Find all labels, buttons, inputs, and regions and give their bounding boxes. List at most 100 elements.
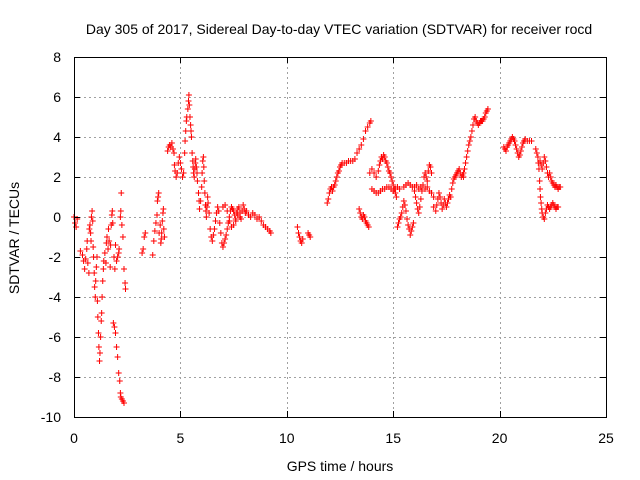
data-point [117,214,124,220]
data-point [232,216,239,222]
data-point [381,154,388,160]
data-point [114,354,121,360]
y-tick-label: -2 [49,249,62,265]
data-point [88,238,95,244]
data-point [518,144,525,150]
data-point [92,294,99,300]
data-point [333,174,340,180]
data-point [449,180,456,186]
x-axis-label: GPS time / hours [287,458,394,474]
data-point [296,234,303,240]
data-point [113,258,120,264]
data-point [112,242,119,248]
data-point [96,358,103,364]
data-point [99,294,106,300]
data-point [437,194,444,200]
data-point [543,164,550,170]
data-point [155,194,162,200]
data-point [481,114,488,120]
data-point [376,162,383,168]
y-tick-label: -10 [41,409,61,425]
data-point [96,350,103,356]
chart-title: Day 305 of 2017, Sidereal Day-to-day VTE… [86,21,592,37]
data-point [109,208,116,214]
data-point [351,156,358,162]
data-point [461,166,468,172]
x-tick-labels: 0 5 10 15 20 25 [70,430,614,446]
data-point [417,196,424,202]
data-point [169,146,176,152]
data-point [122,280,129,286]
data-point [299,236,306,242]
data-point [219,244,226,250]
data-point [511,138,518,144]
data-point [528,138,535,144]
data-point [176,154,183,160]
data-point [182,128,189,134]
data-point [106,238,113,244]
data-point [194,178,201,184]
data-point [358,142,365,148]
data-point [217,230,224,236]
x-tick-label: 15 [385,430,401,446]
data-point [375,168,382,174]
data-point [502,148,509,154]
data-point [354,150,361,156]
x-tick-label: 20 [492,430,508,446]
data-point [200,154,207,160]
data-point [90,244,97,250]
y-tick-label: 0 [53,209,61,225]
data-point [222,236,229,242]
data-point [77,248,84,254]
y-tick-label: -6 [49,329,62,345]
data-point [171,150,178,156]
data-point [171,162,178,168]
data-point [389,178,396,184]
data-point [199,170,206,176]
data-point [91,270,98,276]
data-point [95,344,102,350]
data-point [384,164,391,170]
data-point [398,210,405,216]
data-point [222,202,229,208]
data-point [463,154,470,160]
data-point [427,164,434,170]
data-point [204,204,210,210]
data-point [86,226,93,232]
data-point [154,198,161,204]
data-point [467,134,474,140]
data-point [89,208,96,214]
data-point [197,198,204,204]
data-point [226,218,233,224]
data-point [112,330,119,336]
data-point [116,246,123,252]
data-point [180,170,187,176]
data-point [155,190,162,196]
data-point [93,254,100,260]
data-point [224,208,231,214]
data-point [105,226,112,232]
data-point [95,330,102,336]
data-point [72,220,79,226]
data-point [383,160,390,166]
data-point [513,146,520,152]
data-point [536,178,543,184]
data-point [192,156,199,162]
x-tick-label: 5 [177,430,185,446]
data-point [224,226,231,232]
data-point [121,400,128,406]
data-point [91,284,98,290]
data-point [294,224,301,230]
y-tick-label: -4 [49,289,62,305]
data-point [186,102,193,108]
data-point [185,92,192,98]
data-point [88,214,95,220]
data-point [214,204,221,210]
data-point [174,170,181,176]
data-point [157,222,164,228]
plot-frame [74,57,607,418]
data-point [173,174,180,180]
data-point [325,196,332,202]
data-point [86,222,93,228]
